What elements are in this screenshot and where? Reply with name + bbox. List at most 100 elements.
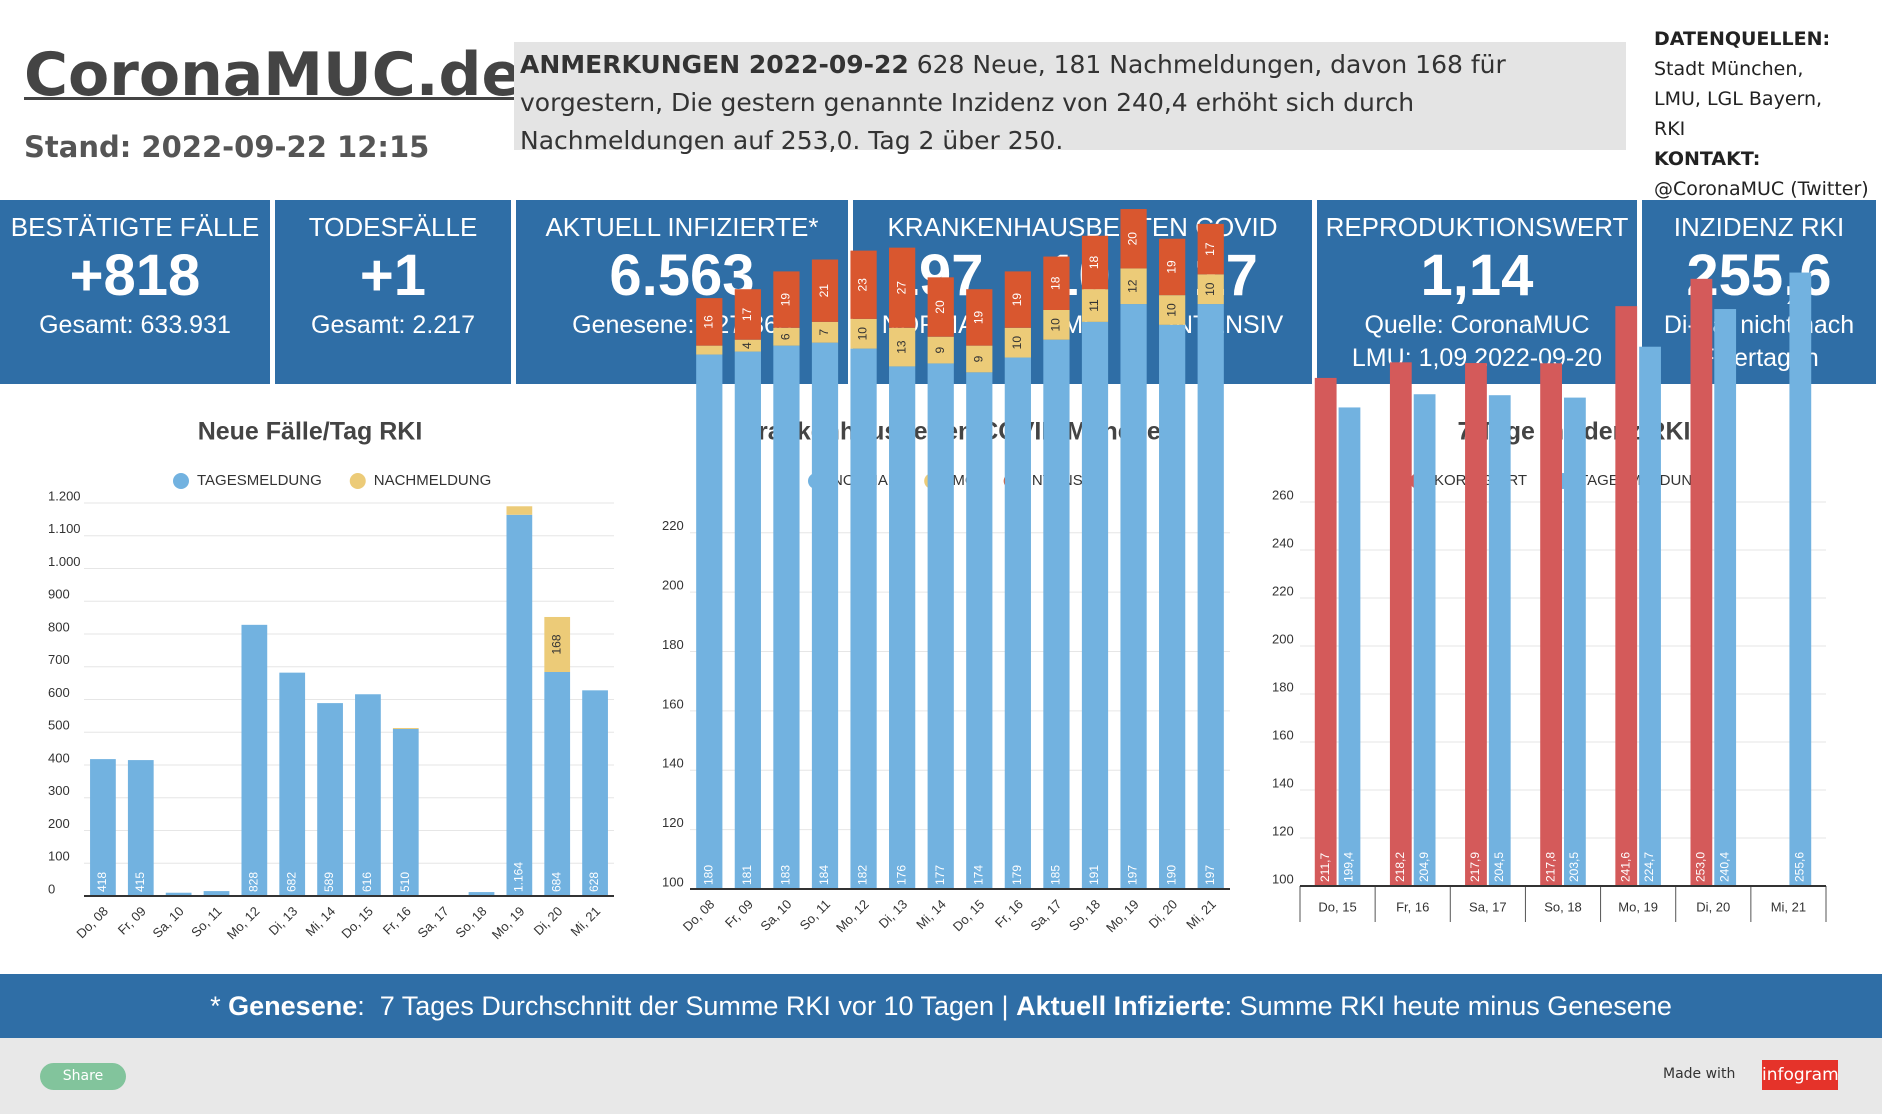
value-label: 218,2 — [1393, 852, 1407, 882]
value-label: 17 — [740, 307, 754, 321]
y-tick-label: 800 — [48, 619, 70, 634]
y-tick-label: 260 — [1272, 487, 1294, 502]
bar — [734, 351, 761, 890]
brand-link[interactable]: infogram — [1762, 1060, 1839, 1090]
value-label: 199,4 — [1342, 852, 1356, 882]
y-tick-label: 500 — [48, 718, 70, 733]
bar — [811, 321, 839, 343]
y-tick-label: 100 — [48, 849, 70, 864]
y-tick-label: 160 — [662, 696, 684, 711]
bar — [1159, 238, 1186, 296]
bar — [889, 247, 916, 328]
kpi-box: TODESFÄLLE +1 Gesamt: 2.217 — [275, 200, 511, 384]
bar — [734, 289, 761, 340]
bar — [506, 514, 533, 896]
y-tick-label: 220 — [1272, 583, 1294, 598]
x-tick-label: Do, 15 — [338, 904, 376, 942]
sources: DATENQUELLEN: Stadt München, LMU, LGL Ba… — [1654, 24, 1869, 204]
value-label: 224,7 — [1642, 852, 1656, 882]
legend-label: NACHMELDUNG — [374, 472, 492, 489]
notes: ANMERKUNGEN 2022-09-22 628 Neue, 181 Nac… — [514, 42, 1626, 155]
x-tick-label: Di, 20 — [1146, 897, 1181, 932]
footnote-part: * — [210, 991, 229, 1021]
bar — [1043, 256, 1070, 310]
value-label: 18 — [1049, 276, 1063, 290]
sources-text: Stadt München, LMU, LGL Bayern, RKI — [1654, 58, 1823, 140]
value-label: 190 — [1164, 865, 1178, 885]
value-label: 255,6 — [1792, 852, 1806, 882]
kpi-line: Gesamt: 2.217 — [311, 311, 475, 339]
bar — [506, 506, 533, 515]
share-button[interactable]: Share — [40, 1063, 126, 1090]
legend-marker — [173, 473, 189, 489]
x-tick-label: Mo, 19 — [1103, 897, 1142, 936]
x-tick-label: Sa, 17 — [1469, 899, 1507, 914]
value-label: 19 — [779, 293, 793, 307]
legend-marker — [349, 473, 366, 489]
value-label: 10 — [1010, 336, 1024, 350]
made-with: Made with — [1663, 1066, 1736, 1082]
x-tick-label: Mo, 19 — [1618, 899, 1658, 914]
bar — [1488, 395, 1511, 886]
value-label: 9 — [971, 355, 985, 362]
x-tick-label: So, 11 — [797, 897, 834, 934]
y-tick-label: 400 — [48, 750, 70, 765]
value-label: 253,0 — [1694, 852, 1708, 882]
site-title[interactable]: CoronaMUC.de — [24, 40, 523, 110]
bar — [392, 727, 419, 729]
value-label: 21 — [817, 284, 831, 298]
value-label: 197 — [1126, 865, 1140, 885]
bar — [1159, 324, 1186, 889]
footnote: * Genesene: 7 Tages Durchschnitt der Sum… — [0, 974, 1882, 1038]
x-tick-label: Fr, 16 — [992, 897, 1026, 931]
x-tick-label: Di, 20 — [1696, 899, 1730, 914]
bar — [1197, 274, 1224, 305]
legend-label: TAGESMELDUNG — [197, 472, 322, 489]
x-tick-label: Mi, 21 — [1183, 897, 1219, 933]
footnote-part: Aktuell Infizierte — [1016, 991, 1225, 1021]
bar — [1564, 397, 1586, 886]
bar — [811, 342, 839, 890]
x-tick-label: Mo, 19 — [489, 904, 528, 943]
notes-label: ANMERKUNGEN 2022-09-22 — [520, 50, 909, 79]
y-tick-label: 240 — [1272, 535, 1294, 550]
bar — [889, 366, 916, 889]
bar — [773, 271, 800, 328]
bar — [1197, 304, 1224, 889]
x-tick-label: Mi, 21 — [568, 904, 604, 940]
bar — [1540, 363, 1562, 886]
bar — [1120, 209, 1147, 269]
bar — [317, 703, 343, 896]
kpi-value: 6.563 — [609, 243, 755, 308]
value-label: 9 — [933, 346, 947, 353]
bar — [1004, 357, 1031, 889]
bar — [773, 345, 800, 890]
bar — [966, 345, 993, 373]
bottom-bar — [0, 1038, 1882, 1114]
bar — [582, 690, 608, 896]
y-tick-label: 200 — [1272, 631, 1294, 646]
bar — [1615, 306, 1638, 886]
x-tick-label: So, 11 — [188, 904, 225, 941]
chart-title: Neue Fälle/Tag RKI — [198, 418, 423, 446]
x-tick-label: So, 18 — [452, 904, 489, 941]
notes-text: 628 Neue, 181 Nachmeldungen, davon 168 f… — [520, 50, 1506, 155]
x-tick-label: Di, 20 — [531, 904, 566, 939]
y-tick-label: 100 — [1272, 871, 1294, 886]
value-label: 19 — [1164, 260, 1178, 274]
value-label: 183 — [779, 865, 793, 885]
kpi-box: REPRODUKTIONSWERT 1,14 Quelle: CoronaMUC LM… — [1317, 200, 1637, 384]
value-label: 1.164 — [512, 862, 526, 892]
bar — [1120, 304, 1147, 889]
bar — [1413, 394, 1436, 886]
value-label: 204,5 — [1492, 852, 1506, 882]
kpi-value: +1 — [359, 243, 427, 308]
y-tick-label: 140 — [662, 756, 684, 771]
bar — [1004, 327, 1031, 358]
x-tick-label: Do, 15 — [950, 897, 988, 935]
bar — [1789, 272, 1812, 886]
value-label: 217,8 — [1543, 852, 1557, 882]
value-label: 168 — [549, 634, 563, 654]
x-tick-label: Sa, 10 — [757, 897, 794, 934]
value-label: 828 — [247, 872, 261, 892]
